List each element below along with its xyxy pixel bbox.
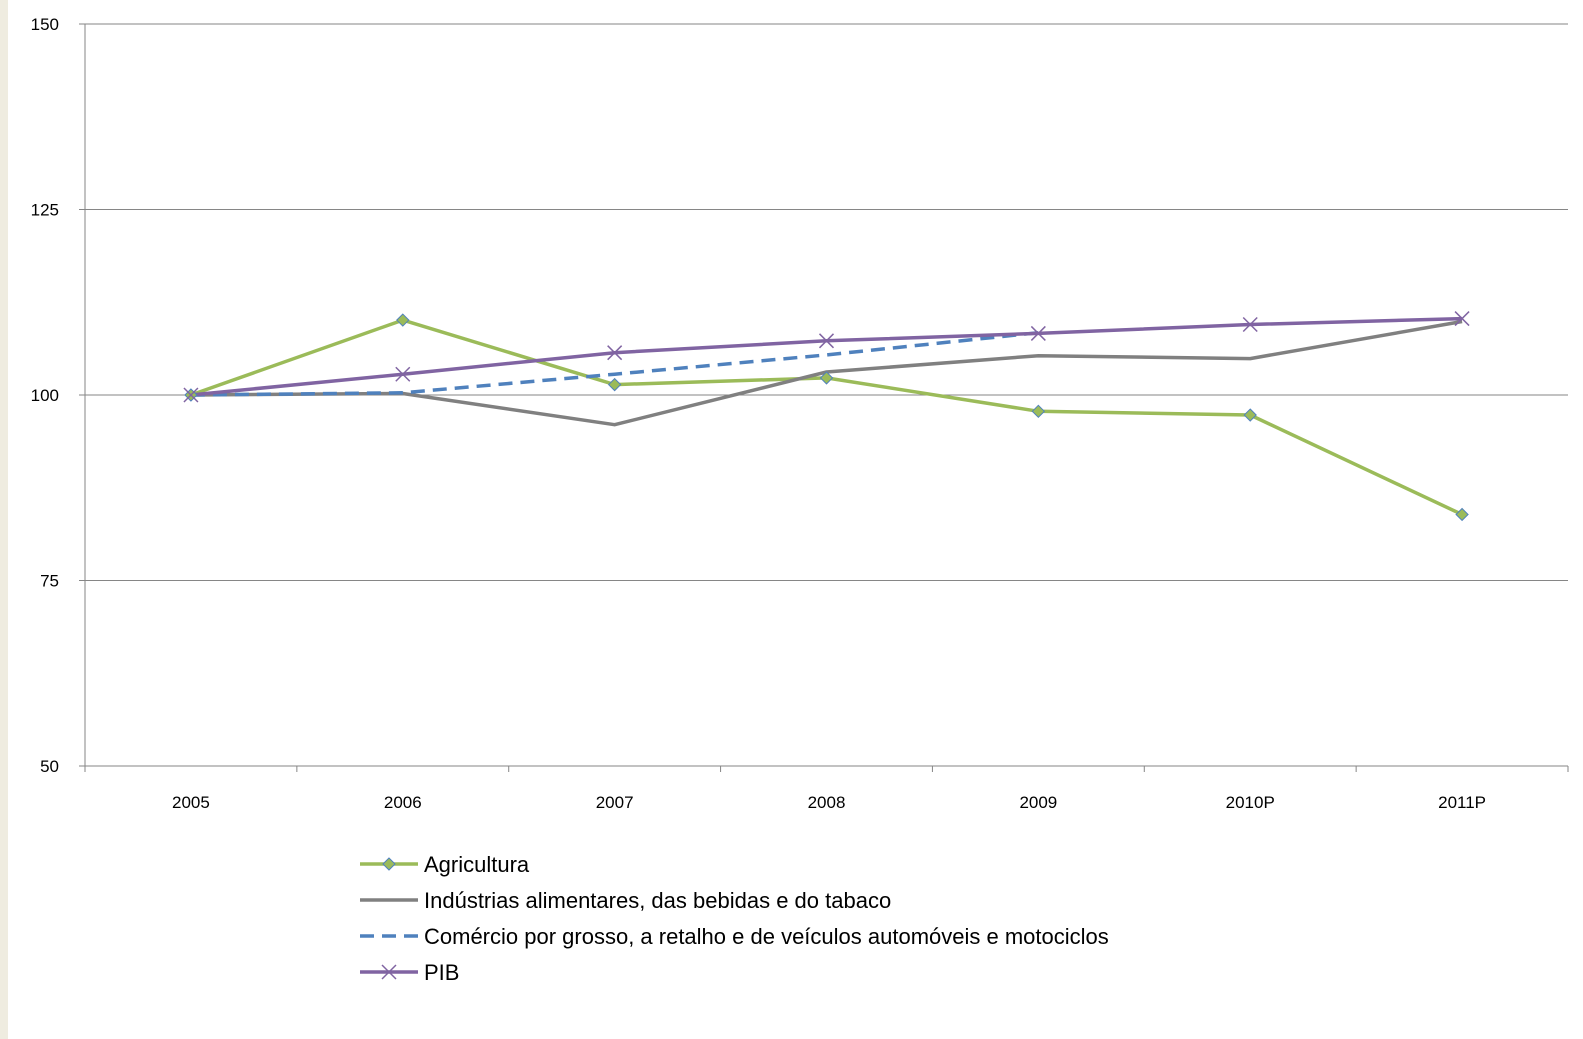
x-tick-label: 2009 bbox=[1019, 793, 1057, 812]
x-tick-label: 2006 bbox=[384, 793, 422, 812]
data-point-marker bbox=[1243, 408, 1257, 422]
legend-label: Indústrias alimentares, das bebidas e do… bbox=[424, 888, 891, 913]
axes: 50 75 100 125 150 2005 2006 2007 2008 2009 2010P 20… bbox=[31, 15, 1569, 812]
data-point-marker bbox=[607, 377, 622, 392]
x-tick-label: 2007 bbox=[596, 793, 634, 812]
data-point-marker bbox=[818, 333, 835, 349]
data-point-marker bbox=[396, 313, 410, 327]
data-point-marker bbox=[1455, 507, 1469, 522]
x-tick-label: 2005 bbox=[172, 793, 210, 812]
series-lines bbox=[190, 316, 1463, 517]
legend-item-3: PIB bbox=[360, 960, 459, 985]
x-tick-label: 2011P bbox=[1438, 793, 1486, 812]
data-point-marker bbox=[395, 366, 411, 382]
legend-marker bbox=[381, 964, 397, 980]
legend-label: Comércio por grosso, a retalho e de veíc… bbox=[424, 924, 1109, 949]
legend-item-2: Comércio por grosso, a retalho e de veíc… bbox=[360, 924, 1109, 949]
series-line-2 bbox=[190, 330, 1039, 397]
x-tick-label: 2010P bbox=[1226, 793, 1275, 812]
data-point-marker bbox=[1031, 404, 1046, 419]
data-point-marker bbox=[1242, 316, 1258, 333]
y-tick-label: 75 bbox=[40, 572, 59, 591]
x-tick-label: 2008 bbox=[808, 793, 846, 812]
legend-marker bbox=[382, 857, 396, 871]
y-tick-label: 50 bbox=[40, 757, 59, 776]
legend-item-0: Agricultura bbox=[360, 852, 530, 877]
data-point-marker bbox=[1030, 325, 1046, 341]
data-point-marker bbox=[819, 371, 834, 385]
legend-label: PIB bbox=[424, 960, 459, 985]
y-tick-label: 125 bbox=[31, 201, 59, 220]
series-line-0 bbox=[190, 318, 1463, 517]
data-point-marker bbox=[607, 345, 623, 361]
series-markers bbox=[183, 311, 1470, 522]
data-point-marker bbox=[1454, 311, 1470, 327]
left-border-strip bbox=[0, 0, 8, 1039]
y-tick-label: 150 bbox=[31, 15, 59, 34]
y-tick-label: 100 bbox=[31, 386, 59, 405]
legend-item-1: Indústrias alimentares, das bebidas e do… bbox=[360, 888, 891, 913]
legend-label: Agricultura bbox=[424, 852, 530, 877]
data-point-marker bbox=[183, 387, 199, 403]
legend: Agricultura Indústrias alimentares, das b… bbox=[360, 852, 1109, 985]
